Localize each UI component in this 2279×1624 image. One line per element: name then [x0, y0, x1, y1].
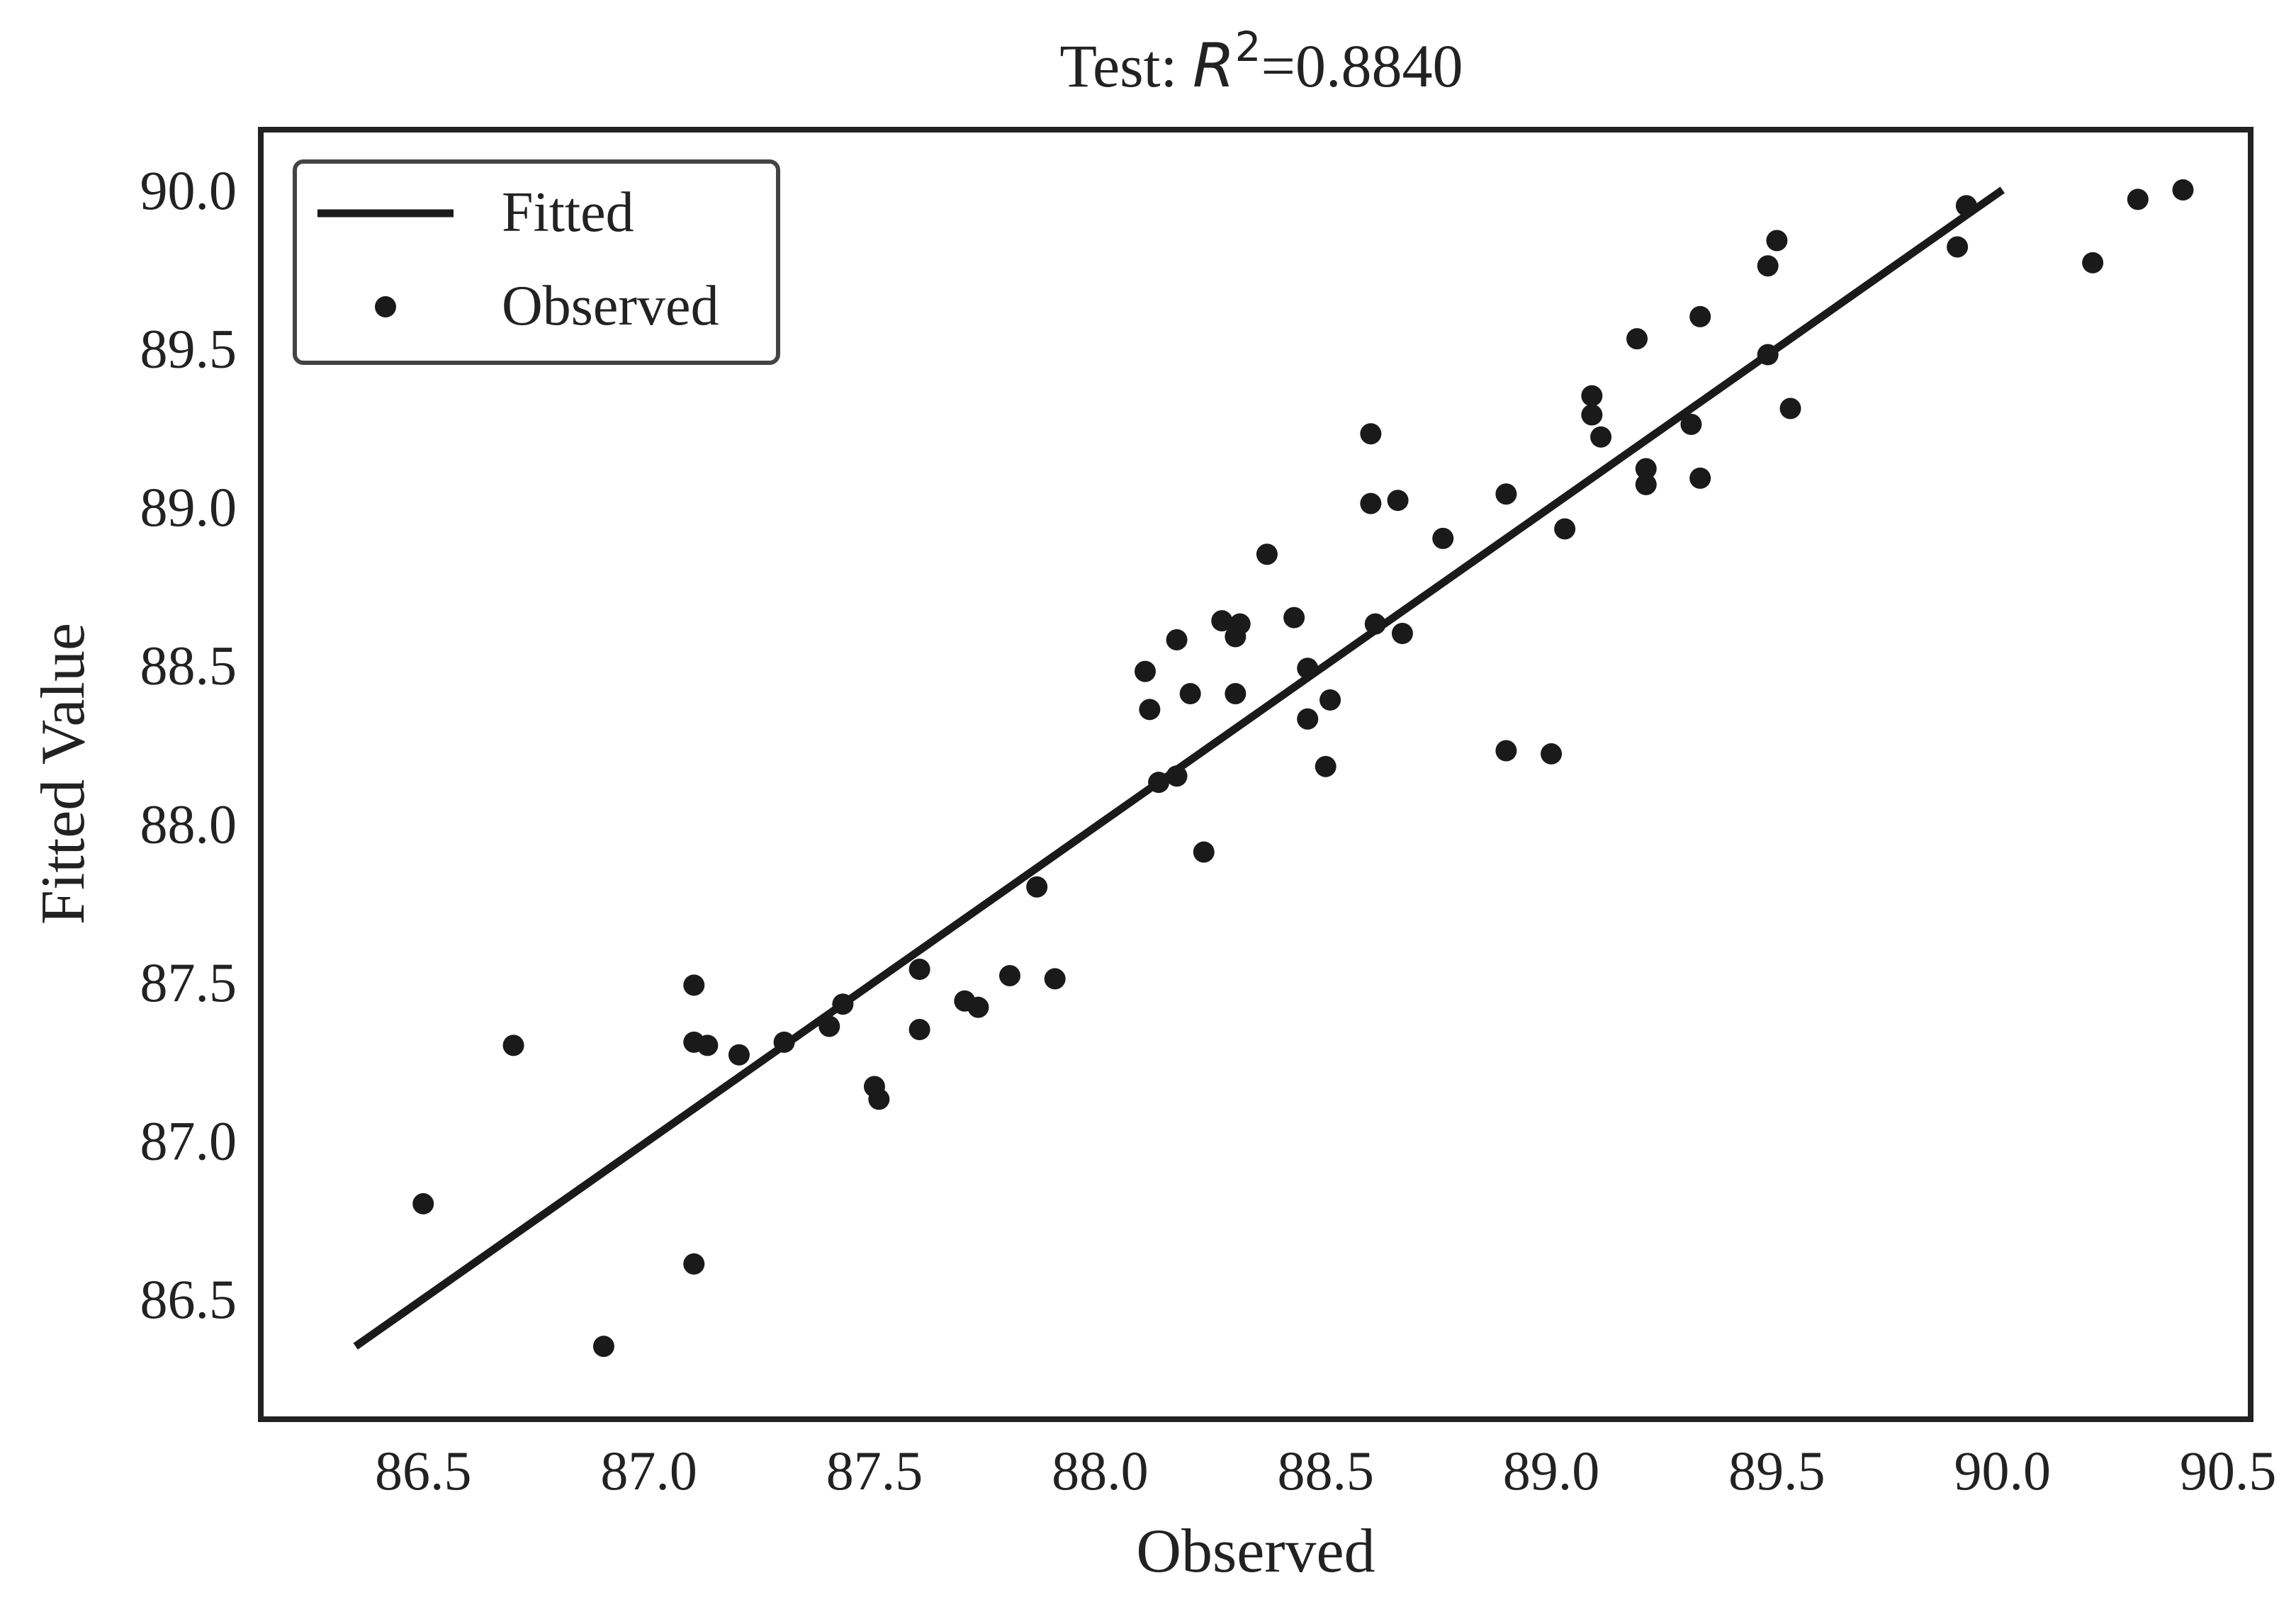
observed-point [1225, 682, 1247, 704]
observed-point [1635, 473, 1657, 495]
observed-point [1360, 423, 1382, 445]
legend-fitted-label: Fitted [502, 181, 634, 244]
observed-point [1148, 772, 1170, 794]
y-axis-ticks: 86.5 87.0 87.5 88.0 88.5 89.0 89.5 90.0 [140, 159, 237, 1330]
y-tick-label: 88.5 [140, 635, 237, 697]
observed-point [1757, 255, 1779, 277]
observed-point [1680, 413, 1702, 435]
observed-point [1139, 699, 1161, 721]
observed-point [1179, 682, 1201, 704]
observed-point [1315, 755, 1337, 777]
observed-point [1779, 397, 1801, 419]
legend-observed-label: Observed [502, 275, 719, 337]
observed-point [502, 1034, 524, 1056]
x-tick-label: 90.0 [1954, 1440, 2052, 1501]
observed-point [1283, 607, 1305, 628]
observed-point [1297, 708, 1319, 730]
observed-point [773, 1031, 795, 1053]
observed-point [592, 1336, 614, 1358]
title-symbol: R [1193, 30, 1235, 101]
observed-point [1044, 968, 1066, 990]
observed-point [2172, 179, 2194, 201]
observed-point [1391, 623, 1413, 645]
observed-point [1955, 195, 1977, 217]
observed-point [1432, 527, 1454, 549]
y-tick-label: 87.0 [140, 1110, 237, 1171]
x-tick-label: 90.5 [2180, 1440, 2277, 1501]
observed-point [1229, 613, 1251, 635]
observed-point [2127, 188, 2149, 210]
observed-point [683, 974, 705, 996]
plot-frame [258, 127, 2253, 1422]
observed-point [1387, 490, 1409, 512]
observed-point [1364, 613, 1386, 635]
observed-point [1297, 658, 1319, 680]
y-tick-label: 89.0 [140, 476, 237, 538]
observed-point [967, 996, 989, 1018]
observed-point [1689, 305, 1711, 327]
observed-point [1581, 404, 1603, 426]
legend-observed-marker [375, 296, 396, 317]
observed-point [1947, 236, 1969, 258]
y-axis-label: Fitted Value [29, 623, 98, 925]
observed-point [1026, 876, 1048, 898]
x-tick-label: 88.5 [1277, 1440, 1374, 1501]
x-tick-label: 87.5 [826, 1440, 923, 1501]
x-axis-label: Observed [1136, 1517, 1375, 1586]
observed-point [908, 959, 930, 981]
observed-point [1581, 385, 1603, 407]
observed-point [1590, 426, 1612, 448]
observed-point [1360, 492, 1382, 514]
observed-point [1689, 467, 1711, 489]
observed-point [868, 1088, 890, 1110]
observed-point [1166, 765, 1188, 787]
observed-point [1495, 483, 1517, 505]
y-tick-label: 89.5 [140, 318, 237, 380]
title-value: =0.8840 [1261, 32, 1463, 100]
y-tick-label: 90.0 [140, 159, 237, 221]
observed-point [1193, 841, 1215, 863]
observed-point [683, 1253, 705, 1275]
x-axis-ticks: 86.5 87.0 87.5 88.0 88.5 89.0 89.5 90.0 90.5 [375, 1440, 2276, 1501]
observed-point [1166, 628, 1188, 650]
plot-marks [353, 179, 2194, 1358]
observed-point [697, 1034, 719, 1056]
observed-point [998, 964, 1020, 986]
observed-point [1635, 458, 1657, 480]
observed-point [1495, 740, 1517, 762]
observed-point [1256, 543, 1278, 565]
title-exponent: 2 [1235, 23, 1261, 71]
observed-point [1554, 518, 1576, 540]
observed-point [728, 1044, 750, 1066]
x-tick-label: 89.0 [1503, 1440, 1600, 1501]
observed-point [2082, 252, 2104, 274]
observed-point [1541, 743, 1563, 765]
legend: Fitted Observed [293, 159, 780, 365]
observed-point [818, 1015, 840, 1037]
observed-point [1319, 689, 1341, 711]
observed-point [1626, 328, 1648, 350]
y-tick-label: 86.5 [140, 1268, 237, 1330]
y-tick-label: 88.0 [140, 793, 237, 855]
observed-point [908, 1018, 930, 1040]
x-tick-label: 89.5 [1728, 1440, 1825, 1501]
observed-point [832, 993, 854, 1015]
observed-point [1757, 344, 1779, 366]
x-tick-label: 88.0 [1052, 1440, 1149, 1501]
y-tick-label: 87.5 [140, 952, 237, 1013]
observed-point [1135, 660, 1156, 682]
x-tick-label: 87.0 [600, 1440, 697, 1501]
observed-point [1211, 610, 1233, 632]
chart-title: Test: R2=0.8840 [1059, 23, 1463, 101]
x-tick-label: 86.5 [375, 1440, 472, 1501]
observed-point [1766, 230, 1788, 252]
observed-point [412, 1192, 434, 1214]
